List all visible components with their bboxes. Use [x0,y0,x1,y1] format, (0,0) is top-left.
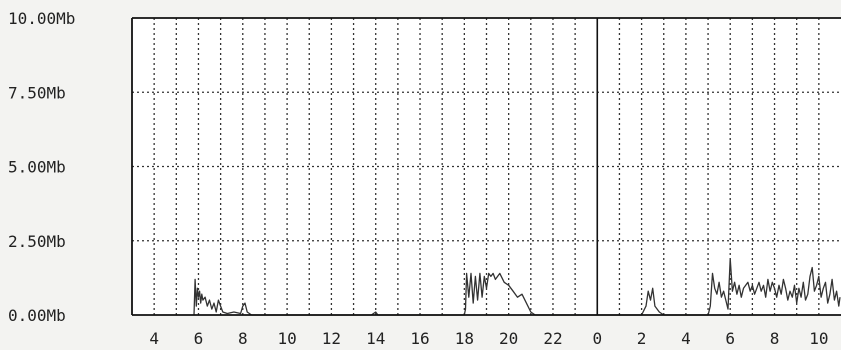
x-tick-label: 4 [149,329,159,348]
x-tick-label: 6 [725,329,735,348]
y-tick-label: 0.00Mb [8,306,66,325]
y-tick-label: 2.50Mb [8,232,66,251]
x-tick-label: 22 [543,329,562,348]
x-tick-label: 8 [238,329,248,348]
x-tick-label: 18 [455,329,474,348]
y-tick-label: 7.50Mb [8,83,66,102]
x-tick-label: 8 [770,329,780,348]
y-tick-label: 5.00Mb [8,158,66,177]
x-tick-label: 16 [410,329,429,348]
x-tick-label: 20 [499,329,518,348]
y-axis-tick-labels: 0.00Mb 2.50Mb 5.00Mb 7.50Mb 10.00Mb [8,9,75,325]
x-tick-label: 12 [322,329,341,348]
x-tick-label: 14 [366,329,385,348]
y-tick-label: 10.00Mb [8,9,75,28]
x-tick-label: 2 [637,329,647,348]
x-tick-label: 10 [809,329,828,348]
plot-frame [131,17,841,316]
x-tick-label: 6 [194,329,204,348]
x-tick-label: 10 [277,329,296,348]
x-tick-label: 4 [681,329,691,348]
x-axis-tick-labels: 4 6 8 10 12 14 16 18 20 22 0 2 4 6 8 10 [149,329,828,348]
horizontal-gridlines [132,91,841,242]
x-tick-label: 0 [592,329,602,348]
